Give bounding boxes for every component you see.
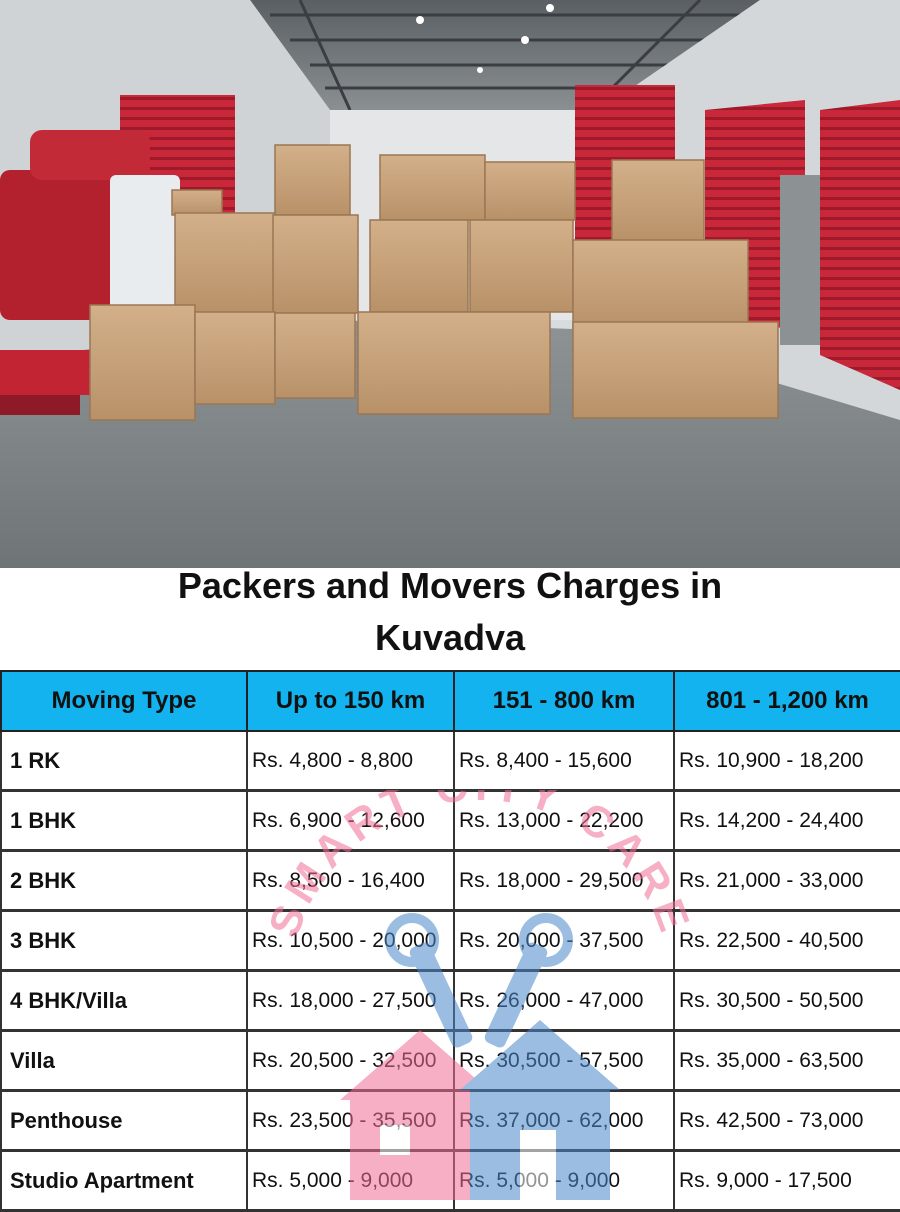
moving-type-cell: Penthouse bbox=[0, 1090, 248, 1152]
price-cell: Rs. 21,000 - 33,000 bbox=[674, 850, 900, 912]
table-header-row: Moving Type Up to 150 km 151 - 800 km 80… bbox=[0, 670, 900, 732]
moving-type-cell: Studio Apartment bbox=[0, 1150, 248, 1212]
hero-photo bbox=[0, 0, 900, 568]
price-cell: Rs. 26,000 - 47,000 bbox=[454, 970, 675, 1032]
price-cell: Rs. 8,400 - 15,600 bbox=[454, 731, 675, 792]
header-801-1200-km: 801 - 1,200 km bbox=[673, 670, 900, 732]
price-cell: Rs. 42,500 - 73,000 bbox=[674, 1090, 900, 1152]
moving-type-cell: 3 BHK bbox=[0, 910, 248, 972]
price-cell: Rs. 18,000 - 29,500 bbox=[454, 850, 675, 912]
price-cell: Rs. 20,500 - 32,500 bbox=[247, 1030, 455, 1092]
price-cell: Rs. 5,000 - 9,000 bbox=[454, 1150, 675, 1212]
table-row: 4 BHK/Villa Rs. 18,000 - 27,500 Rs. 26,0… bbox=[0, 970, 900, 1032]
price-cell: Rs. 35,000 - 63,500 bbox=[674, 1030, 900, 1092]
header-moving-type: Moving Type bbox=[0, 670, 248, 732]
price-cell: Rs. 4,800 - 8,800 bbox=[247, 731, 455, 792]
page-title: Packers and Movers Charges in Kuvadva bbox=[0, 560, 900, 664]
price-table: Moving Type Up to 150 km 151 - 800 km 80… bbox=[0, 670, 900, 1212]
moving-type-cell: 2 BHK bbox=[0, 850, 248, 912]
price-cell: Rs. 37,000 - 62,000 bbox=[454, 1090, 675, 1152]
price-cell: Rs. 6,900 - 12,600 bbox=[247, 790, 455, 852]
table-row: 1 RK Rs. 4,800 - 8,800 Rs. 8,400 - 15,60… bbox=[0, 731, 900, 792]
price-cell: Rs. 30,500 - 50,500 bbox=[674, 970, 900, 1032]
price-cell: Rs. 8,500 - 16,400 bbox=[247, 850, 455, 912]
header-up-to-150-km: Up to 150 km bbox=[246, 670, 455, 732]
title-line-2: Kuvadva bbox=[374, 617, 526, 658]
price-cell: Rs. 13,000 - 22,200 bbox=[454, 790, 675, 852]
price-cell: Rs. 22,500 - 40,500 bbox=[674, 910, 900, 972]
header-151-800-km: 151 - 800 km bbox=[453, 670, 675, 732]
price-cell: Rs. 14,200 - 24,400 bbox=[674, 790, 900, 852]
price-cell: Rs. 10,900 - 18,200 bbox=[674, 731, 900, 792]
moving-type-cell: Villa bbox=[0, 1030, 248, 1092]
moving-type-cell: 1 RK bbox=[0, 731, 248, 792]
price-cell: Rs. 20,000 - 37,500 bbox=[454, 910, 675, 972]
moving-type-cell: 4 BHK/Villa bbox=[0, 970, 248, 1032]
price-cell: Rs. 9,000 - 17,500 bbox=[674, 1150, 900, 1212]
price-cell: Rs. 5,000 - 9,000 bbox=[247, 1150, 455, 1212]
moving-type-cell: 1 BHK bbox=[0, 790, 248, 852]
price-cell: Rs. 23,500 - 35,500 bbox=[247, 1090, 455, 1152]
price-cell: Rs. 18,000 - 27,500 bbox=[247, 970, 455, 1032]
price-cell: Rs. 30,500 - 57,500 bbox=[454, 1030, 675, 1092]
price-cell: Rs. 10,500 - 20,000 bbox=[247, 910, 455, 972]
table-row: Villa Rs. 20,500 - 32,500 Rs. 30,500 - 5… bbox=[0, 1030, 900, 1092]
table-row: 1 BHK Rs. 6,900 - 12,600 Rs. 13,000 - 22… bbox=[0, 790, 900, 852]
table-row: Penthouse Rs. 23,500 - 35,500 Rs. 37,000… bbox=[0, 1090, 900, 1152]
table-row: 3 BHK Rs. 10,500 - 20,000 Rs. 20,000 - 3… bbox=[0, 910, 900, 972]
table-row: Studio Apartment Rs. 5,000 - 9,000 Rs. 5… bbox=[0, 1150, 900, 1212]
title-line-1: Packers and Movers Charges in bbox=[177, 565, 723, 606]
table-row: 2 BHK Rs. 8,500 - 16,400 Rs. 18,000 - 29… bbox=[0, 850, 900, 912]
